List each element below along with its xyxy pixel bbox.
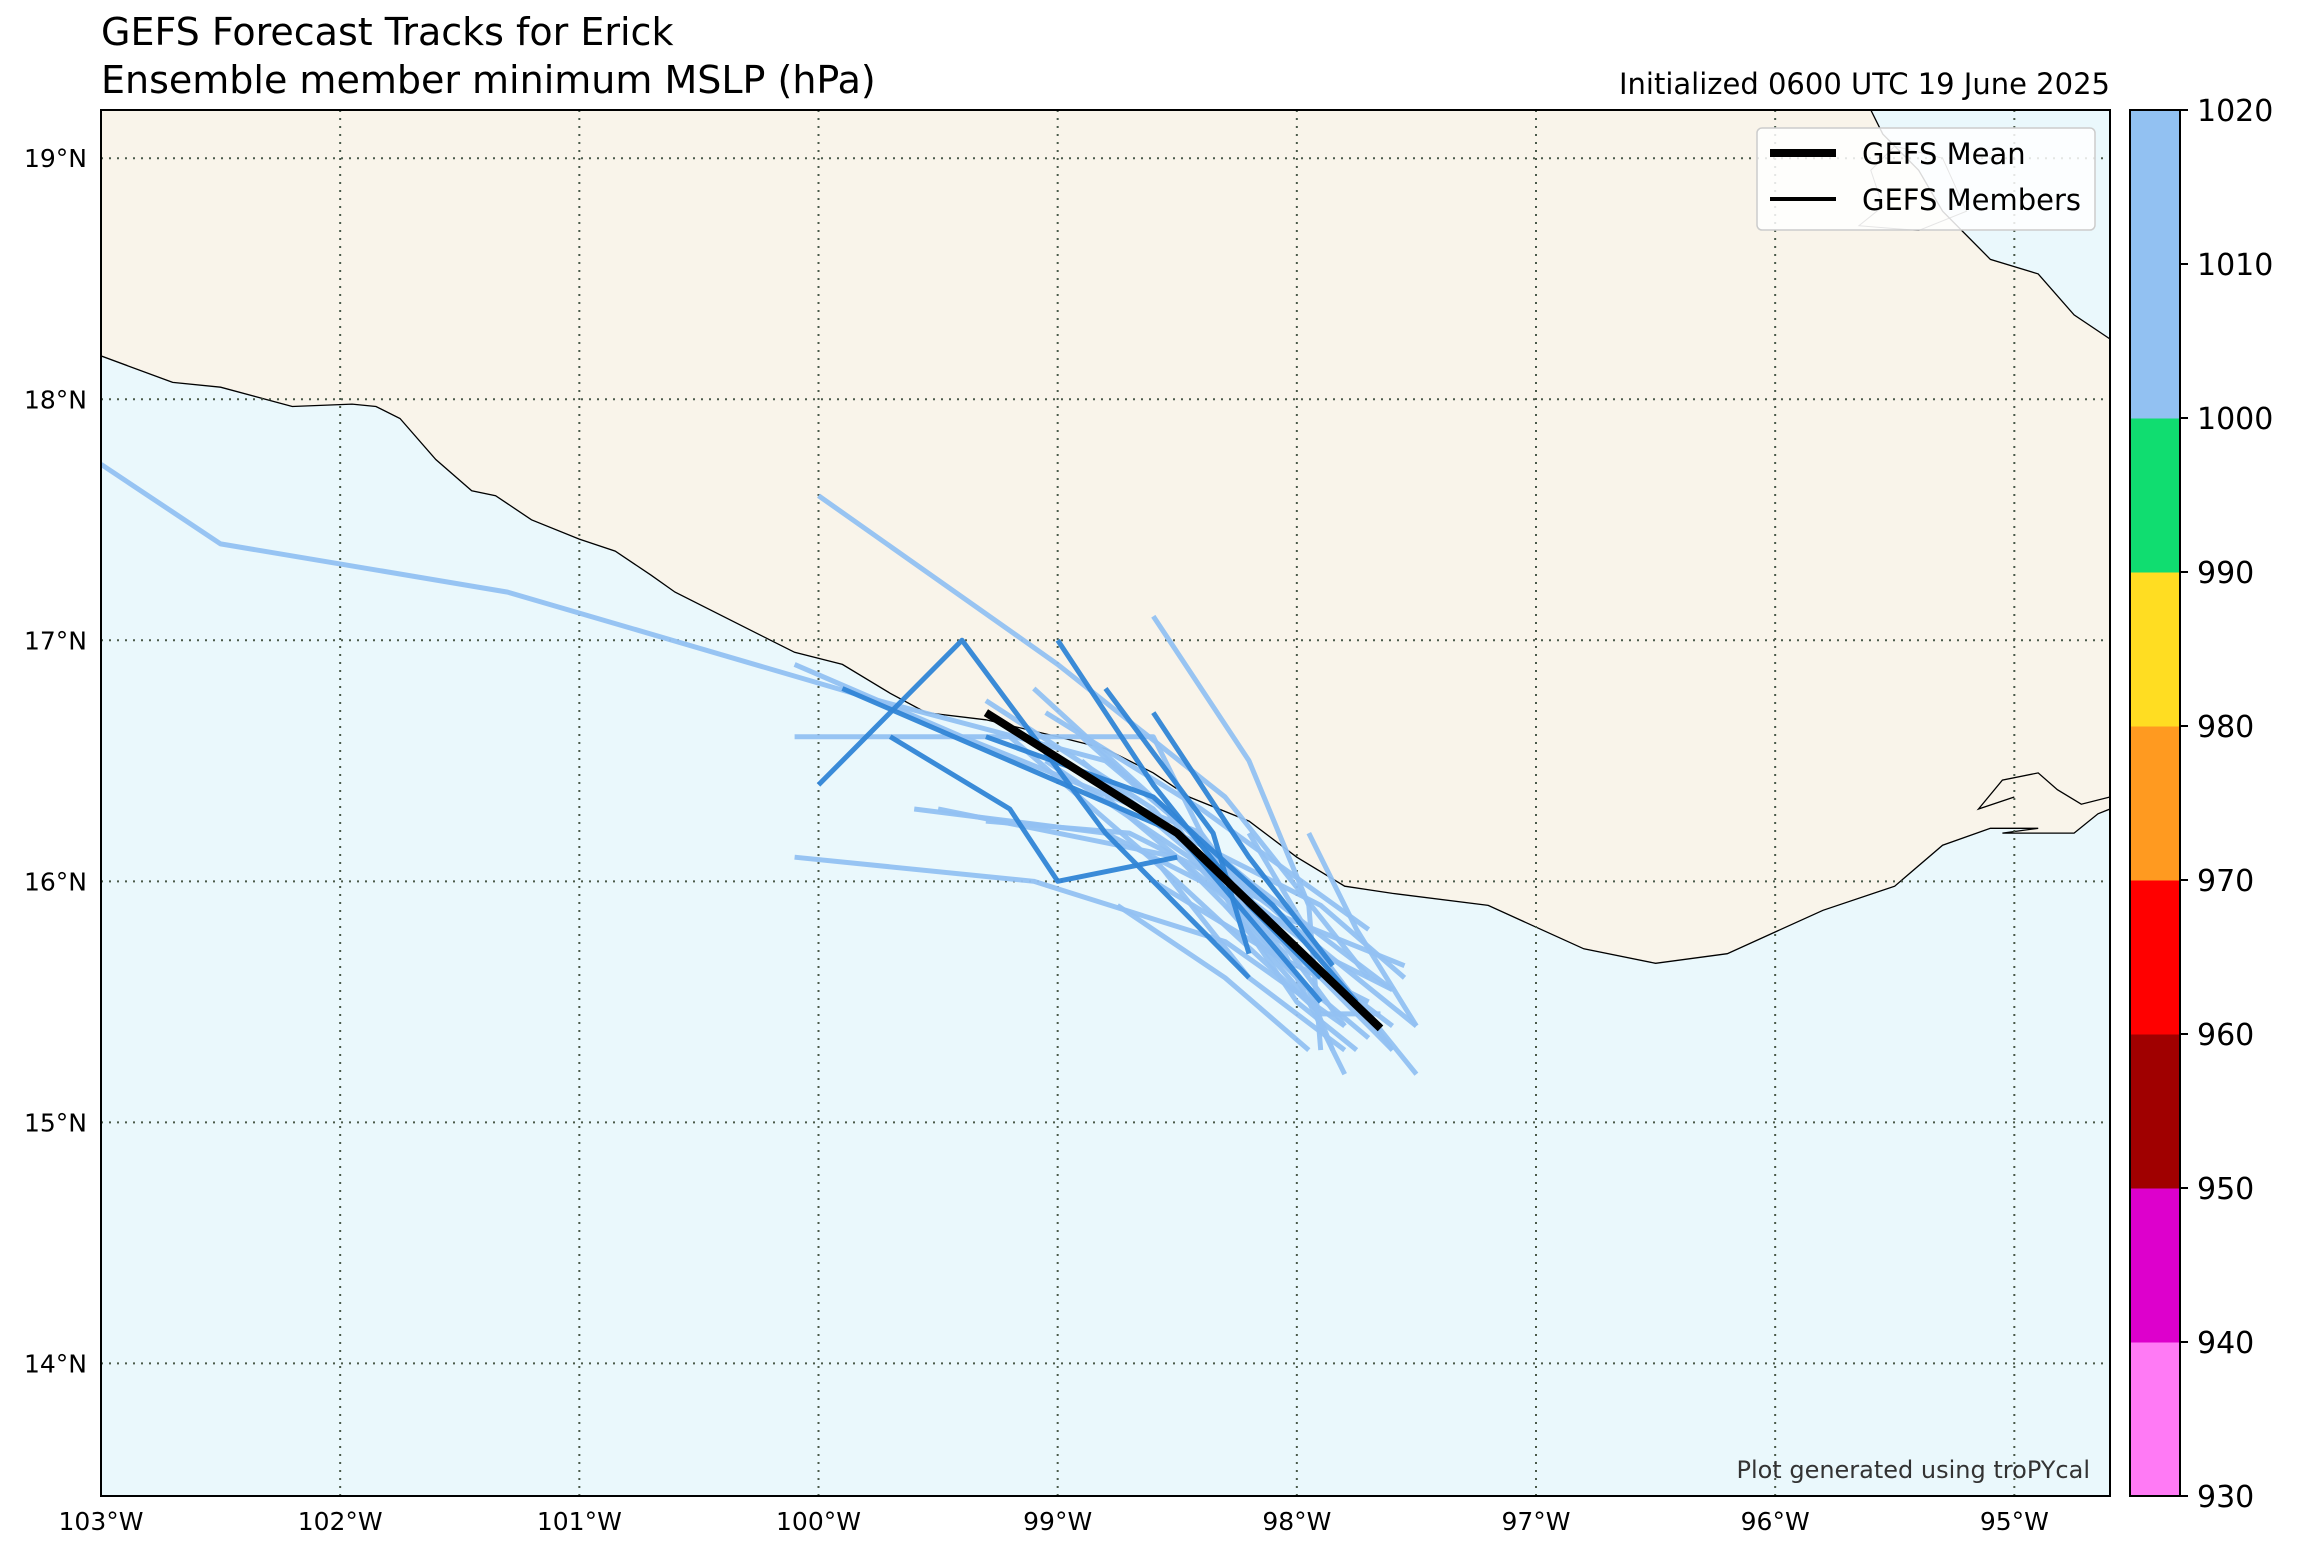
x-tick-label: 100°W xyxy=(776,1507,861,1536)
ensemble-member-track xyxy=(817,493,1371,980)
x-tick-label: 101°W xyxy=(537,1507,622,1536)
ensemble-member-track xyxy=(1116,903,1311,1052)
chart-subtitle: Ensemble member minimum MSLP (hPa) xyxy=(101,58,876,102)
map-panel: 103°W 102°W 101°W 100°W 99°W 98°W 97°W 96°W 95°W… xyxy=(24,109,2111,1536)
colorbar-segment xyxy=(2130,418,2180,573)
colorbar-label: 980 xyxy=(2197,710,2254,745)
colorbar-label: 930 xyxy=(2197,1480,2254,1515)
x-tick-label: 103°W xyxy=(59,1507,144,1536)
y-tick-label: 15°N xyxy=(24,1108,87,1137)
colorbar-label: 960 xyxy=(2197,1018,2254,1053)
ensemble-member-track xyxy=(1044,710,1371,932)
colorbar-segment xyxy=(2130,1188,2180,1343)
colorbar-label: 990 xyxy=(2197,556,2254,591)
ensemble-member-track xyxy=(1151,614,1324,1051)
legend-box: GEFS Mean GEFS Members xyxy=(1756,127,2096,231)
colorbar-label: 1010 xyxy=(2197,248,2273,283)
ensemble-member-track xyxy=(1151,711,1335,968)
colorbar-segment xyxy=(2130,110,2180,265)
coastline-inlet xyxy=(1976,772,2110,811)
y-tick-label: 18°N xyxy=(24,385,87,414)
x-tick-label: 97°W xyxy=(1501,1507,1570,1536)
colorbar-segment xyxy=(2130,1034,2180,1189)
y-tick-label: 14°N xyxy=(24,1349,87,1378)
ensemble-member-track xyxy=(1306,831,1419,1028)
land-area xyxy=(101,110,2110,964)
colorbar-segment xyxy=(2130,264,2180,419)
ensemble-member-track xyxy=(841,686,1323,1004)
colorbar-segment xyxy=(2130,572,2180,727)
x-tick-label: 95°W xyxy=(1980,1507,2049,1536)
map-frame xyxy=(100,109,2111,1497)
init-time: Initialized 0600 UTC 19 June 2025 xyxy=(1619,67,2110,101)
x-tick-label: 98°W xyxy=(1262,1507,1331,1536)
ensemble-member-track xyxy=(816,637,1251,980)
gefs-mean-track xyxy=(983,709,1384,1032)
colorbar-segment xyxy=(2130,726,2180,881)
colorbar-label: 940 xyxy=(2197,1326,2254,1361)
colorbar-segment xyxy=(2130,1342,2180,1497)
colorbar-label: 1000 xyxy=(2197,402,2273,437)
x-tick-label: 99°W xyxy=(1023,1507,1092,1536)
legend-mean-label: GEFS Mean xyxy=(1862,137,2026,171)
credit-text: Plot generated using troPYcal xyxy=(1736,1456,2090,1484)
x-tick-label: 96°W xyxy=(1741,1507,1810,1536)
y-tick-label: 16°N xyxy=(24,867,87,896)
legend-members-label: GEFS Members xyxy=(1862,183,2081,217)
chart-title: GEFS Forecast Tracks for Erick xyxy=(101,10,673,54)
x-tick-label: 102°W xyxy=(298,1507,383,1536)
coastline xyxy=(101,355,2110,964)
colorbar-label: 1020 xyxy=(2197,94,2273,129)
y-tick-label: 17°N xyxy=(24,626,87,655)
ensemble-member-track xyxy=(888,734,1178,884)
colorbar-segment xyxy=(2130,880,2180,1035)
ensemble-member-track xyxy=(1103,687,1252,955)
colorbar-frame xyxy=(2129,109,2181,1497)
colorbar: 930 940 950 960 970 980 990 1000 1010 1020 xyxy=(2129,94,2273,1515)
colorbar-label: 970 xyxy=(2197,864,2254,899)
y-tick-label: 19°N xyxy=(24,144,87,173)
colorbar-label: 950 xyxy=(2197,1172,2254,1207)
